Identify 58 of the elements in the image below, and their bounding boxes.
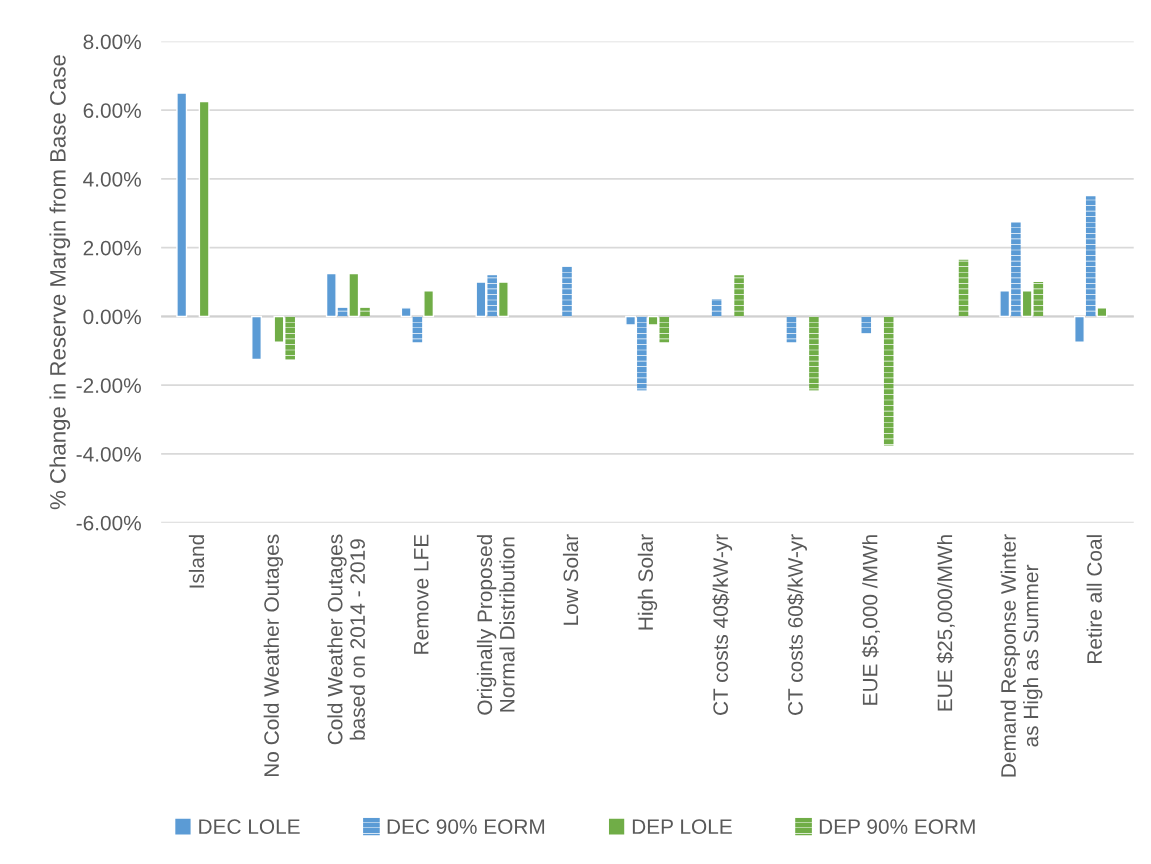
bar [360, 307, 370, 317]
x-tick-label: High Solar [637, 534, 658, 630]
y-tick-label: 6.00% [83, 103, 141, 118]
bar [711, 299, 722, 317]
legend-label: DEC LOLE [199, 819, 300, 834]
y-tick-label: 8.00% [83, 34, 141, 50]
y-tick-label: -2.00% [76, 378, 141, 393]
bar [647, 315, 659, 326]
bar [273, 315, 285, 343]
bar [1011, 221, 1021, 317]
legend-label: DEP 90% EORM [819, 819, 975, 834]
x-tick-label: No Cold Weather Outages [263, 534, 284, 777]
x-tick-label: Island [188, 535, 205, 588]
y-tick-label: -6.00% [76, 515, 141, 531]
bar [487, 275, 497, 317]
legend-label: DEP LOLE [632, 819, 732, 834]
bar [637, 316, 647, 391]
y-tick-label: 2.00% [83, 240, 141, 256]
bar [198, 100, 210, 318]
x-tick-label: CT costs 40$/kW-yr [712, 534, 733, 715]
bar [497, 281, 509, 318]
x-tick-label: Demand Response Winter as High as Summer [1000, 534, 1043, 777]
y-tick-label: 4.00% [83, 171, 141, 187]
bar [285, 316, 295, 360]
x-tick-label: EUE $5,000 /MWh [861, 535, 880, 705]
bar [348, 272, 360, 318]
x-tick-label: CT costs 60$/kW-yr [787, 534, 807, 715]
bar [475, 281, 487, 318]
y-tick-label: 0.00% [83, 309, 141, 325]
x-tick-label: EUE $25,000/MWh [936, 535, 955, 711]
bar [809, 316, 819, 391]
bar [1021, 289, 1033, 318]
bar [176, 92, 188, 318]
y-tick-label: -4.00% [76, 446, 141, 462]
bar [1074, 315, 1085, 343]
bar [1033, 282, 1044, 317]
x-tick-label: Low Solar [562, 534, 579, 625]
bar [325, 272, 337, 318]
x-tick-label: Retire all Coal [1086, 535, 1102, 663]
x-tick-label: Cold Weather Outages based on 2014 - 2019 [327, 534, 365, 745]
bar [786, 316, 797, 343]
bar [625, 315, 637, 326]
y-axis-title: % Change in Reserve Margin from Base Case [49, 55, 71, 510]
bar [734, 275, 744, 317]
bar [1096, 307, 1108, 318]
bar [999, 289, 1011, 318]
x-tick-label: Remove LFE [414, 534, 429, 654]
bar [861, 316, 872, 334]
bar [1085, 196, 1096, 317]
bar [400, 307, 412, 318]
bar [251, 315, 262, 361]
bar [659, 316, 670, 343]
bar [412, 316, 423, 343]
bar [423, 289, 435, 318]
legend-label: DEC 90% EORM [387, 819, 545, 834]
bar [958, 259, 969, 317]
bar [562, 266, 572, 317]
bar [883, 316, 894, 446]
